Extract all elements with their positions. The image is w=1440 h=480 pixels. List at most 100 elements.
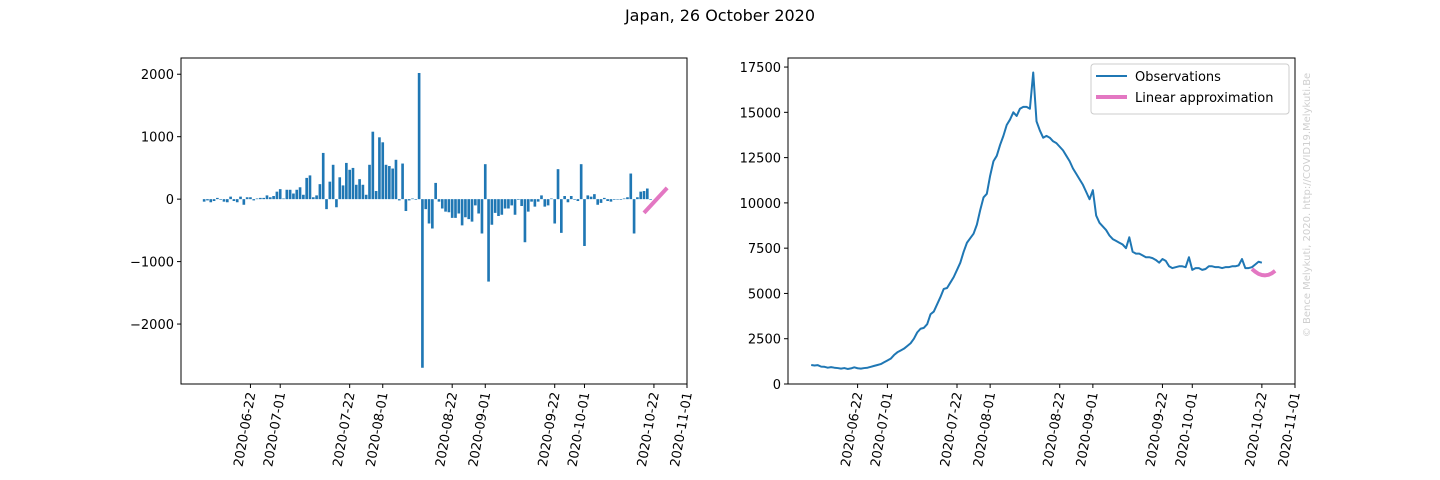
daily-change-bar — [335, 199, 338, 208]
y-tick-label: 17500 — [740, 61, 781, 76]
daily-change-bar — [563, 196, 566, 200]
legend-label-observations: Observations — [1135, 70, 1221, 85]
daily-change-bar — [298, 187, 302, 200]
copyright-watermark: © Bence Melykuti, 2020. http://COVID19.M… — [1302, 73, 1313, 337]
daily-change-bar — [315, 195, 318, 200]
daily-change-bar — [212, 199, 216, 202]
daily-change-bar — [364, 194, 368, 200]
daily-change-bar — [606, 199, 609, 202]
daily-change-bar — [252, 199, 256, 201]
daily-change-bar — [533, 199, 537, 207]
daily-change-bar — [596, 199, 600, 205]
y-tick-label: −1000 — [130, 256, 174, 271]
daily-change-bar — [543, 199, 547, 207]
daily-change-bar — [311, 197, 315, 200]
y-tick-label: −2000 — [130, 318, 174, 333]
daily-change-bar — [249, 197, 252, 200]
daily-change-bar — [454, 199, 457, 218]
daily-change-bar — [325, 199, 328, 210]
daily-change-bar — [206, 199, 209, 201]
daily-change-bar — [503, 199, 507, 209]
daily-change-bar — [579, 164, 583, 200]
daily-change-bar — [255, 198, 259, 200]
daily-change-bar — [285, 189, 289, 200]
daily-change-bar — [517, 199, 520, 200]
observations-line — [811, 71, 1263, 370]
daily-change-bar — [407, 199, 411, 201]
legend: Observations Linear approximation — [1090, 63, 1290, 115]
daily-change-bar — [636, 197, 639, 200]
daily-change-bar — [328, 181, 332, 200]
linear-approximation-line — [1250, 267, 1277, 278]
daily-change-bar — [540, 195, 543, 200]
daily-change-bar — [345, 162, 348, 200]
x-tick-label: 2020-07-22 — [938, 391, 966, 468]
y-tick-label: 12500 — [740, 152, 781, 167]
daily-change-bar — [351, 167, 355, 200]
x-tick-label: 2020-08-01 — [364, 391, 392, 468]
daily-change-bar — [374, 191, 378, 200]
daily-change-bar — [397, 199, 401, 201]
daily-change-bar — [490, 199, 494, 225]
daily-change-bar — [507, 199, 510, 209]
plot-frame — [180, 57, 688, 385]
y-tick-label: 10000 — [740, 197, 781, 212]
daily-change-bar — [553, 199, 557, 224]
daily-change-bar — [480, 199, 484, 234]
daily-change-bar — [371, 131, 375, 200]
daily-change-bar — [361, 184, 365, 200]
daily-change-bar — [219, 199, 223, 200]
daily-change-bar — [500, 199, 504, 215]
daily-change-bar — [354, 184, 358, 200]
daily-change-bar — [305, 177, 308, 200]
x-tick-label: 2020-09-22 — [536, 391, 564, 468]
x-tick-label: 2020-07-01 — [868, 391, 896, 468]
y-tick-label: 0 — [773, 378, 781, 393]
daily-change-bar — [477, 199, 480, 214]
x-tick-label: 2020-10-01 — [566, 391, 594, 468]
daily-change-bar — [302, 194, 305, 200]
plot-frame — [787, 57, 1296, 385]
daily-change-bar — [619, 199, 623, 200]
daily-change-bar — [235, 199, 239, 203]
daily-change-bar — [348, 169, 351, 200]
daily-change-bar — [583, 199, 586, 246]
active-cases-line-chart: 0 2500 5000 7500 10000 12500 15000 17500 2020-06… — [740, 57, 1304, 468]
daily-change-bar — [566, 199, 570, 203]
daily-change-bar — [421, 199, 424, 368]
daily-change-bar — [629, 173, 633, 200]
daily-change-bar — [602, 197, 606, 200]
daily-change-bar — [526, 199, 530, 212]
daily-change-bar — [460, 199, 464, 226]
daily-change-bar — [278, 189, 282, 200]
daily-change-bar — [272, 196, 275, 200]
daily-change-bar — [391, 168, 394, 200]
daily-change-bar — [573, 199, 576, 200]
daily-change-bar — [523, 199, 527, 243]
daily-change-bar — [513, 199, 517, 215]
daily-change-bar — [437, 199, 441, 202]
legend-frame — [1090, 63, 1290, 115]
y-tick-label: 1000 — [141, 131, 174, 146]
daily-change-bar — [288, 189, 292, 200]
daily-change-bar — [447, 199, 451, 213]
daily-change-bar — [222, 199, 226, 202]
x-tick-label: 2020-11-01 — [668, 391, 696, 468]
x-tick-label: 2020-06-22 — [839, 391, 867, 468]
daily-change-bar — [262, 197, 266, 200]
daily-change-bar — [404, 199, 408, 212]
y-tick-label: 15000 — [740, 106, 781, 121]
daily-change-bar — [556, 169, 560, 200]
daily-change-bar — [318, 184, 322, 200]
daily-change-bar — [464, 199, 467, 218]
daily-change-bar — [645, 188, 649, 200]
daily-change-bar-chart: −2000 −1000 0 1000 2000 2020-06-22 2020-07-01 2… — [130, 57, 696, 468]
x-tick-label: 2020-08-22 — [1041, 391, 1069, 468]
daily-change-bar — [427, 199, 431, 224]
daily-change-bar — [331, 164, 335, 200]
daily-change-bar — [483, 164, 487, 200]
x-tick-label: 2020-07-22 — [331, 391, 359, 468]
daily-change-bar — [474, 199, 477, 206]
daily-change-bar — [530, 199, 533, 202]
figure-title: Japan, 26 October 2020 — [624, 6, 816, 25]
